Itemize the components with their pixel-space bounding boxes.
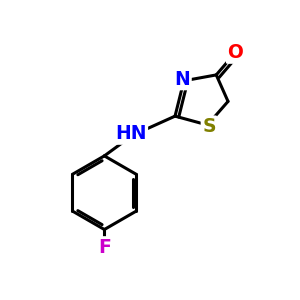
Text: O: O bbox=[227, 43, 243, 62]
Text: F: F bbox=[98, 238, 111, 257]
Text: N: N bbox=[175, 70, 190, 89]
Text: HN: HN bbox=[115, 124, 147, 143]
Text: S: S bbox=[202, 117, 216, 136]
